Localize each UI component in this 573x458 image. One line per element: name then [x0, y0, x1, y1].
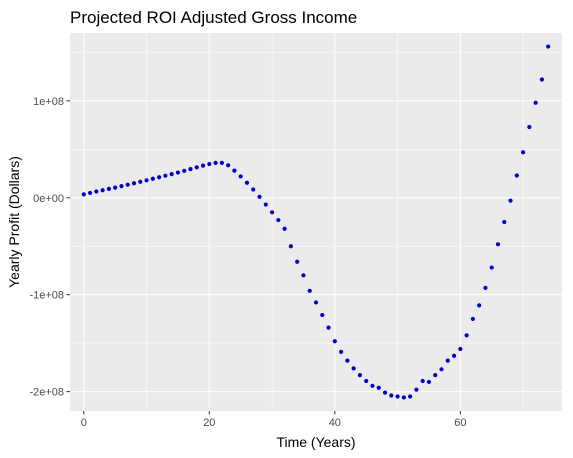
data-point	[288, 244, 293, 249]
data-point	[508, 198, 513, 203]
data-point	[87, 190, 93, 196]
data-point	[332, 339, 337, 344]
data-point	[345, 358, 350, 363]
data-point	[433, 373, 438, 378]
data-point	[150, 176, 155, 181]
data-point	[213, 160, 218, 165]
data-point	[495, 242, 501, 247]
data-point	[389, 393, 394, 398]
data-point	[125, 182, 130, 187]
x-tick-label: 0	[81, 417, 87, 429]
data-point	[81, 192, 86, 197]
data-point	[219, 160, 224, 165]
data-point	[546, 44, 551, 49]
data-point	[276, 217, 281, 223]
data-point	[244, 180, 250, 185]
data-point	[520, 150, 526, 155]
data-point	[477, 303, 482, 308]
data-point	[263, 202, 268, 207]
data-point	[94, 189, 99, 194]
data-point	[502, 219, 507, 225]
y-tick-label: -2e+08	[29, 387, 64, 399]
y-axis-title: Yearly Profit (Dollars)	[6, 156, 22, 288]
data-point	[251, 187, 256, 192]
y-axis: -2e+08 -1e+08 0e+00 1e+08	[29, 96, 70, 399]
data-point	[175, 170, 181, 175]
data-point	[169, 172, 174, 177]
data-point	[351, 366, 356, 371]
x-tick-label: 40	[329, 417, 341, 429]
x-axis: 0 20 40 60	[81, 411, 466, 429]
data-point	[188, 166, 193, 172]
major-gridlines	[70, 33, 562, 411]
data-point	[483, 285, 488, 291]
data-point	[200, 163, 206, 168]
data-point	[238, 174, 243, 179]
data-point	[106, 186, 112, 191]
data-point	[320, 312, 325, 318]
data-point	[408, 394, 413, 399]
x-tick-label: 20	[203, 417, 215, 429]
data-point	[313, 300, 319, 305]
data-point	[451, 353, 457, 358]
data-point	[357, 373, 363, 378]
data-point	[257, 194, 262, 199]
data-point	[282, 226, 287, 231]
y-tick-label: 1e+08	[33, 96, 64, 108]
data-points	[81, 44, 551, 400]
chart-title: Projected ROI Adjusted Gross Income	[70, 8, 357, 27]
data-point	[401, 395, 406, 400]
data-point	[470, 316, 475, 322]
data-point	[464, 333, 469, 338]
minor-gridlines	[70, 33, 562, 411]
data-point	[207, 161, 212, 167]
data-point	[157, 175, 162, 180]
x-axis-title: Time (Years)	[276, 434, 355, 450]
data-point	[514, 173, 519, 178]
data-point	[113, 185, 118, 190]
data-point	[539, 77, 545, 82]
data-point	[131, 181, 137, 186]
data-point	[100, 188, 105, 193]
data-point	[439, 367, 444, 372]
data-point	[232, 168, 237, 173]
data-point	[370, 383, 375, 388]
data-point	[445, 358, 450, 363]
data-point	[458, 346, 463, 352]
data-point	[426, 379, 432, 385]
data-point	[489, 265, 494, 270]
data-point	[533, 100, 538, 105]
data-point	[420, 378, 425, 384]
data-point	[395, 394, 400, 399]
data-point	[414, 387, 419, 392]
x-tick-label: 60	[454, 417, 466, 429]
data-point	[307, 288, 312, 293]
y-tick-label: -1e+08	[29, 290, 64, 302]
data-point	[163, 173, 168, 178]
data-point	[182, 168, 187, 173]
data-point	[339, 349, 344, 354]
data-point	[382, 390, 388, 395]
data-point	[326, 325, 331, 330]
y-tick-label: 0e+00	[33, 193, 64, 205]
data-point	[194, 165, 199, 170]
data-point	[226, 163, 231, 168]
plot-panel	[70, 33, 562, 411]
data-point	[301, 273, 306, 278]
data-point	[144, 178, 149, 183]
data-point	[138, 179, 143, 184]
data-point	[364, 378, 369, 384]
data-point	[376, 385, 381, 390]
data-point	[269, 210, 275, 215]
data-point	[527, 124, 532, 130]
data-point	[119, 184, 124, 189]
data-point	[295, 259, 300, 264]
